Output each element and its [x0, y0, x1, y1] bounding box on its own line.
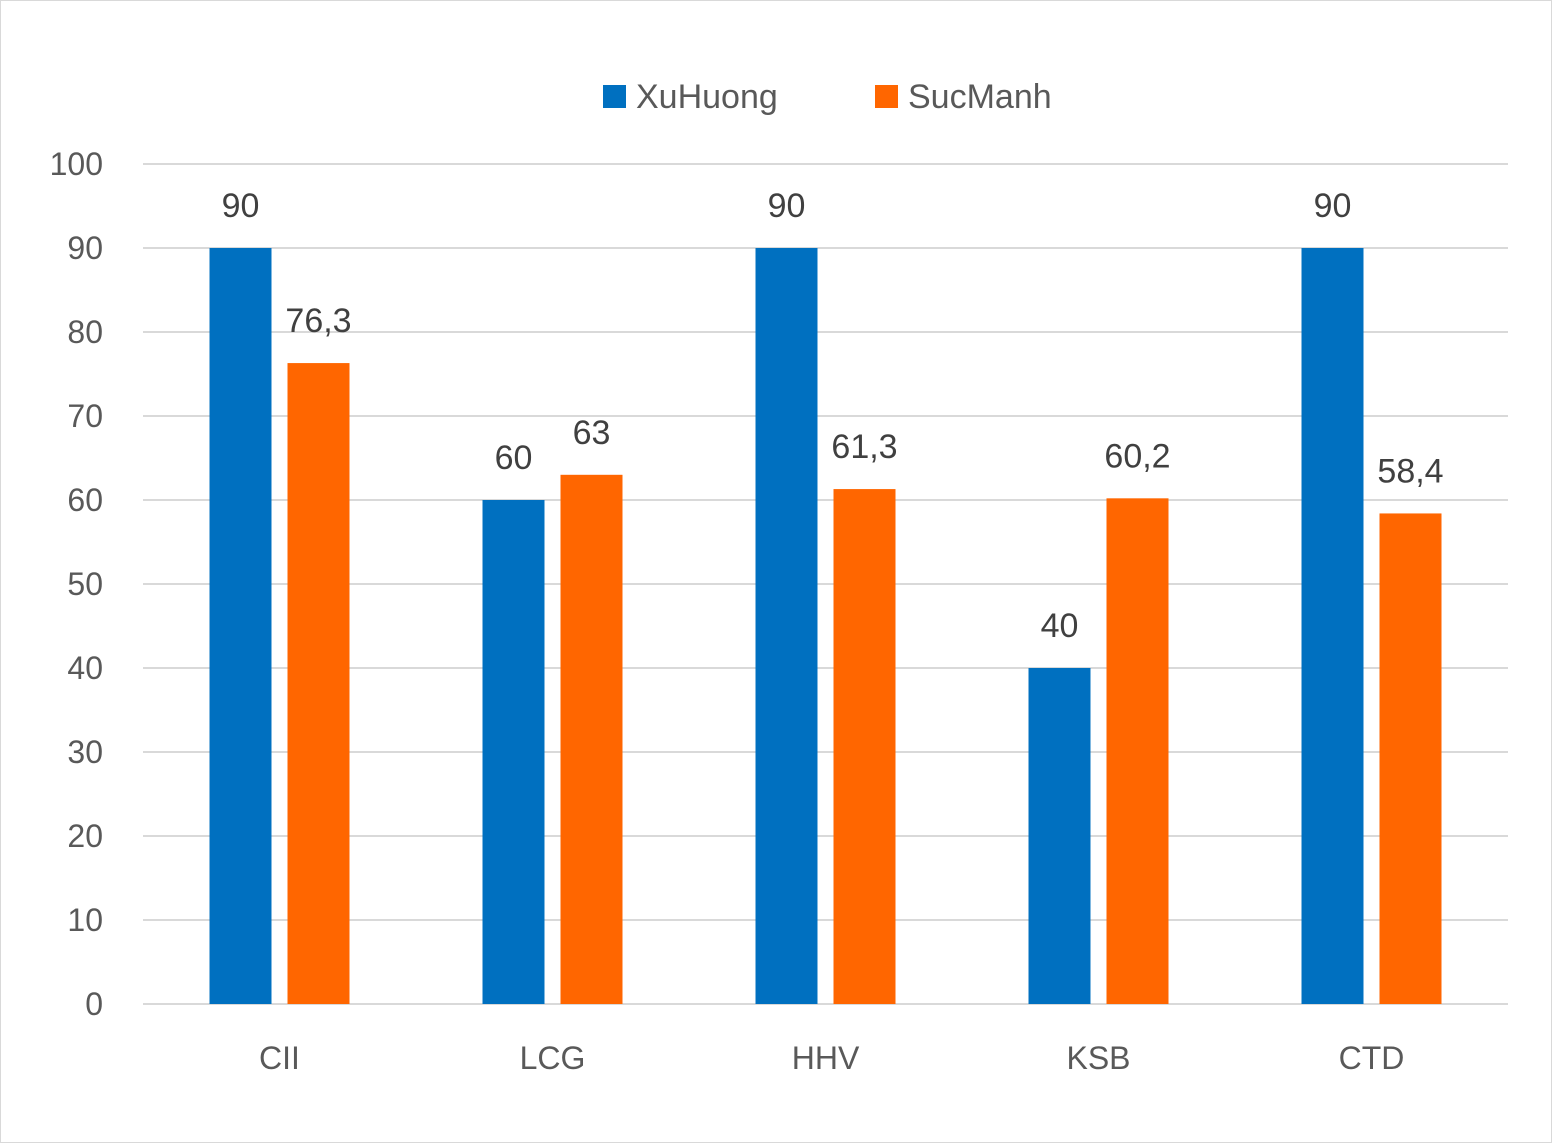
bar-sucmanh: [560, 474, 623, 1004]
legend-label: XuHuong: [636, 78, 778, 116]
y-tick-label: 30: [67, 734, 103, 770]
legend-label: SucManh: [908, 78, 1052, 116]
data-label: 90: [1314, 187, 1352, 225]
y-tick-label: 90: [67, 230, 103, 266]
y-tick-label: 80: [67, 314, 103, 350]
y-axis: 0 10 20 30 40 50 60 70 80 90 100: [50, 146, 103, 1022]
data-label: 40: [1041, 607, 1079, 645]
data-label: 61,3: [831, 428, 897, 466]
y-tick-label: 70: [67, 398, 103, 434]
y-tick-label: 40: [67, 650, 103, 686]
data-label: 90: [768, 187, 806, 225]
x-tick-label: HHV: [792, 1040, 860, 1076]
bar-xuhuong: [1028, 668, 1091, 1004]
bar-sucmanh: [1379, 513, 1442, 1004]
legend: XuHuong SucManh: [603, 78, 1052, 116]
bar-sucmanh: [833, 489, 896, 1005]
y-tick-label: 50: [67, 566, 103, 602]
y-tick-label: 0: [85, 986, 103, 1022]
gridlines: [143, 163, 1508, 1005]
bars: [209, 248, 1442, 1005]
bar-xuhuong: [482, 500, 545, 1004]
data-label: 60,2: [1104, 437, 1170, 475]
legend-swatch-xuhuong: [603, 85, 626, 108]
data-label: 60: [495, 439, 533, 477]
data-label: 58,4: [1377, 452, 1443, 490]
bar-sucmanh: [1106, 498, 1169, 1004]
data-labels: 90 76,3 60 63 90 61,3 40 60,2 90 58,4: [222, 187, 1444, 645]
bar-xuhuong: [1301, 248, 1364, 1004]
bar-sucmanh: [287, 363, 350, 1005]
legend-swatch-sucmanh: [875, 85, 898, 108]
x-tick-label: LCG: [520, 1040, 586, 1076]
bar-xuhuong: [209, 248, 272, 1004]
y-tick-label: 20: [67, 818, 103, 854]
x-tick-label: KSB: [1066, 1040, 1130, 1076]
y-tick-label: 100: [50, 146, 103, 182]
x-tick-label: CII: [259, 1040, 300, 1076]
x-axis: CII LCG HHV KSB CTD: [259, 1040, 1404, 1076]
y-tick-label: 10: [67, 902, 103, 938]
data-label: 63: [573, 414, 611, 452]
data-label: 76,3: [285, 302, 351, 340]
data-label: 90: [222, 187, 260, 225]
x-tick-label: CTD: [1339, 1040, 1405, 1076]
y-tick-label: 60: [67, 482, 103, 518]
bar-xuhuong: [755, 248, 818, 1004]
